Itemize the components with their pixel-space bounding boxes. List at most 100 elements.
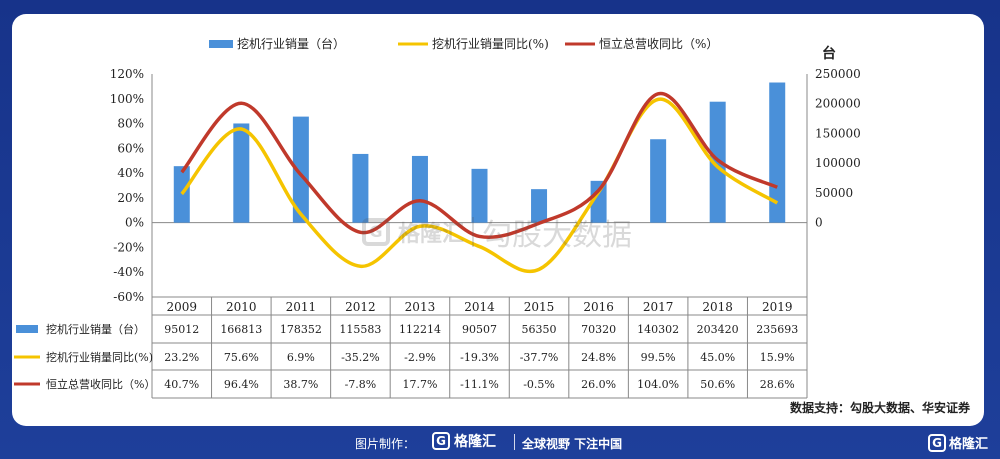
right-axis-tick: 250000 bbox=[815, 67, 861, 81]
category-label: 2012 bbox=[345, 300, 376, 314]
table-cell: 203420 bbox=[697, 323, 739, 336]
table-cell: 23.2% bbox=[164, 351, 199, 364]
category-label: 2019 bbox=[762, 300, 793, 314]
table-cell: -37.7% bbox=[520, 351, 559, 364]
watermark-text: 勾股大数据 bbox=[482, 218, 633, 253]
legend-label: 挖机行业销量同比(%) bbox=[432, 36, 549, 51]
table-cell: 24.8% bbox=[581, 351, 616, 364]
axes: 120% 100% 80% 60% 40% 20% 0% -20% -40% -60% 250000… bbox=[110, 67, 861, 304]
bar bbox=[531, 189, 548, 223]
left-axis-tick: 120% bbox=[110, 67, 144, 81]
table-cell: -7.8% bbox=[345, 378, 377, 391]
table-cell: 70320 bbox=[581, 323, 616, 336]
category-label: 2011 bbox=[286, 300, 317, 314]
logo-icon: G bbox=[432, 432, 450, 450]
table-cell: 235693 bbox=[756, 323, 798, 336]
bar bbox=[769, 82, 786, 223]
watermark-logo-icon: G bbox=[362, 218, 390, 246]
left-axis-tick: 0% bbox=[125, 216, 144, 230]
table-cell: 99.5% bbox=[641, 351, 676, 364]
footer-brand: 格隆汇 bbox=[454, 434, 496, 450]
table-cell: -2.9% bbox=[404, 351, 436, 364]
right-axis-tick: 100000 bbox=[815, 156, 861, 170]
footer-logo[interactable]: G 格隆汇 bbox=[432, 431, 496, 451]
line-yoy bbox=[180, 97, 779, 273]
table-cell: 112214 bbox=[399, 323, 441, 336]
bar bbox=[292, 116, 309, 223]
bar bbox=[173, 166, 190, 223]
left-axis-tick: 40% bbox=[117, 166, 144, 180]
left-axis-tick: 20% bbox=[117, 191, 144, 205]
table-cell: 17.7% bbox=[402, 378, 437, 391]
bar bbox=[471, 168, 488, 223]
table-row-header: 挖机行业销量（台） bbox=[46, 322, 145, 336]
data-table: 2009 2010 2011 2012 2013 2014 2015 2016 2017 2018… bbox=[14, 296, 808, 399]
left-axis-tick: -20% bbox=[113, 240, 144, 254]
table-cell: 15.9% bbox=[760, 351, 795, 364]
footer-slogan: 全球视野 下注中国 bbox=[522, 437, 623, 451]
table-cell: 178352 bbox=[280, 323, 322, 336]
category-label: 2018 bbox=[702, 300, 733, 314]
table-cell: 75.6% bbox=[224, 351, 259, 364]
table-cell: 115583 bbox=[339, 323, 381, 336]
table-cell: -0.5% bbox=[523, 378, 555, 391]
table-cell: 90507 bbox=[462, 323, 497, 336]
combo-chart: 挖机行业销量（台） 挖机行业销量同比(%) 恒立总营收同比（%） 台 120% 100%… bbox=[14, 36, 971, 415]
right-axis-tick: 150000 bbox=[815, 126, 861, 140]
right-axis-tick: 0 bbox=[815, 216, 823, 230]
category-label: 2015 bbox=[524, 300, 555, 314]
right-axis-tick: 200000 bbox=[815, 97, 861, 111]
bar bbox=[590, 180, 607, 223]
table-swatch-bar bbox=[16, 325, 38, 333]
left-axis-tick: -60% bbox=[113, 290, 144, 304]
table-cell: 96.4% bbox=[224, 378, 259, 391]
right-axis-tick: 50000 bbox=[815, 186, 853, 200]
bar bbox=[352, 153, 369, 223]
chart-panel: G 格隆汇 勾股大数据 挖机行业销量（台） 挖机行业销量同比(%) 恒立总营收同比（… bbox=[12, 14, 984, 426]
footer-divider bbox=[514, 434, 515, 450]
footer-logo-right[interactable]: G 格隆汇 bbox=[928, 433, 988, 452]
legend-swatch-bar bbox=[209, 40, 233, 48]
table-cell: 104.0% bbox=[637, 378, 679, 391]
left-axis-tick: -40% bbox=[113, 265, 144, 279]
table-cell: 95012 bbox=[164, 323, 199, 336]
logo-right-icon: G bbox=[928, 433, 946, 452]
category-label: 2010 bbox=[226, 300, 257, 314]
table-cell: 45.0% bbox=[700, 351, 735, 364]
table-cell: 6.9% bbox=[287, 351, 315, 364]
category-label: 2014 bbox=[464, 300, 495, 314]
left-axis-tick: 80% bbox=[117, 117, 144, 131]
legend-label: 挖机行业销量（台） bbox=[237, 36, 345, 51]
legend: 挖机行业销量（台） 挖机行业销量同比(%) 恒立总营收同比（%） 台 bbox=[209, 36, 836, 62]
right-axis-unit: 台 bbox=[822, 45, 836, 62]
footer-bar: 图片制作： G 格隆汇 全球视野 下注中国 G 格隆汇 bbox=[0, 426, 1000, 459]
source-note: 数据支持：勾股大数据、华安证券 bbox=[790, 400, 971, 415]
table-cell: -19.3% bbox=[460, 351, 499, 364]
watermark-divider bbox=[472, 217, 475, 247]
line-series bbox=[180, 92, 779, 273]
line-hengli bbox=[180, 92, 778, 239]
table-cell: 50.6% bbox=[700, 378, 735, 391]
table-row-header: 挖机行业销量同比(%) bbox=[46, 350, 153, 364]
table-row-header: 恒立总营收同比（%） bbox=[46, 377, 155, 391]
table-cell: 140302 bbox=[637, 323, 679, 336]
watermark: G 格隆汇 勾股大数据 bbox=[362, 210, 632, 254]
bar bbox=[411, 155, 428, 223]
legend-label: 恒立总营收同比（%） bbox=[599, 36, 718, 51]
table-cell: -11.1% bbox=[460, 378, 499, 391]
bar bbox=[650, 139, 667, 223]
left-axis-tick: 100% bbox=[110, 92, 144, 106]
category-label: 2016 bbox=[583, 300, 614, 314]
table-cell: -35.2% bbox=[341, 351, 380, 364]
category-label: 2009 bbox=[166, 300, 197, 314]
table-cell: 166813 bbox=[220, 323, 262, 336]
credit-label: 图片制作： bbox=[355, 437, 416, 451]
category-label: 2013 bbox=[405, 300, 436, 314]
watermark-brand: 格隆汇 bbox=[398, 222, 465, 247]
left-axis-tick: 60% bbox=[117, 141, 144, 155]
table-cell: 56350 bbox=[522, 323, 557, 336]
table-cell: 38.7% bbox=[283, 378, 318, 391]
table-cell: 28.6% bbox=[760, 378, 795, 391]
footer-brand-right: 格隆汇 bbox=[949, 437, 989, 452]
category-label: 2017 bbox=[643, 300, 674, 314]
